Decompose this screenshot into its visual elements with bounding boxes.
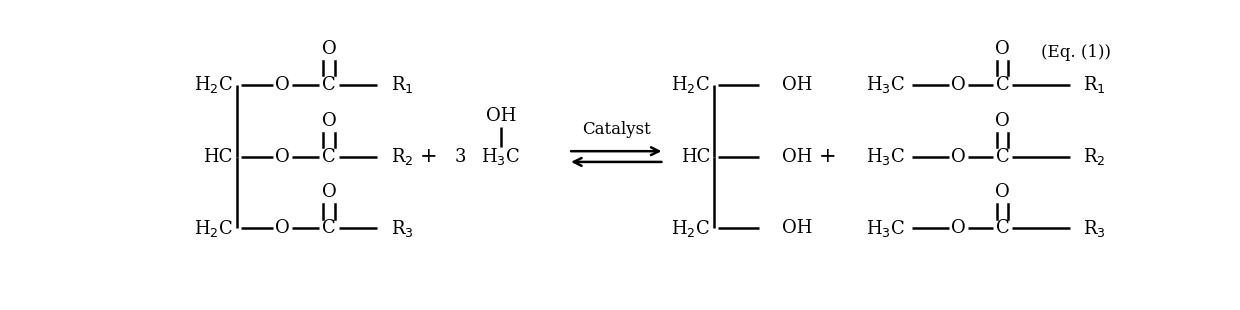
Text: H$_2$C: H$_2$C — [193, 218, 233, 239]
Text: +: + — [420, 147, 438, 166]
Text: HC: HC — [681, 148, 711, 166]
Text: OH: OH — [781, 148, 812, 166]
Text: HC: HC — [203, 148, 233, 166]
Text: O: O — [996, 183, 1009, 202]
Text: H$_3$C: H$_3$C — [866, 146, 905, 167]
Text: O: O — [951, 76, 966, 94]
Text: H$_2$C: H$_2$C — [671, 218, 711, 239]
Text: 3: 3 — [455, 148, 466, 166]
Text: R$_3$: R$_3$ — [1084, 218, 1106, 239]
Text: R$_1$: R$_1$ — [1084, 74, 1106, 95]
Text: O: O — [275, 76, 290, 94]
Text: H$_3$C: H$_3$C — [866, 74, 905, 95]
Text: H$_3$C: H$_3$C — [866, 218, 905, 239]
Text: O: O — [275, 219, 290, 237]
Text: H$_3$C: H$_3$C — [481, 146, 521, 167]
Text: O: O — [275, 148, 290, 166]
Text: C: C — [996, 219, 1009, 237]
Text: O: O — [321, 112, 336, 130]
Text: O: O — [951, 148, 966, 166]
Text: R$_3$: R$_3$ — [392, 218, 414, 239]
Text: OH: OH — [486, 107, 516, 125]
Text: (Eq. (1)): (Eq. (1)) — [1042, 44, 1111, 61]
Text: OH: OH — [781, 219, 812, 237]
Text: R$_1$: R$_1$ — [392, 74, 414, 95]
Text: O: O — [951, 219, 966, 237]
Text: C: C — [322, 219, 336, 237]
Text: O: O — [996, 40, 1009, 58]
Text: C: C — [996, 148, 1009, 166]
Text: OH: OH — [781, 76, 812, 94]
Text: O: O — [321, 40, 336, 58]
Text: C: C — [322, 76, 336, 94]
Text: +: + — [818, 147, 837, 166]
Text: R$_2$: R$_2$ — [392, 146, 414, 167]
Text: O: O — [321, 183, 336, 202]
Text: Catalyst: Catalyst — [582, 121, 651, 138]
Text: C: C — [996, 76, 1009, 94]
Text: H$_2$C: H$_2$C — [193, 74, 233, 95]
Text: H$_2$C: H$_2$C — [671, 74, 711, 95]
Text: O: O — [996, 112, 1009, 130]
Text: C: C — [322, 148, 336, 166]
Text: R$_2$: R$_2$ — [1084, 146, 1106, 167]
